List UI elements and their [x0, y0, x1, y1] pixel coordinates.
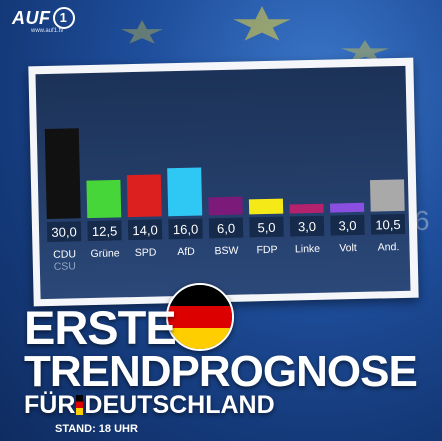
auf1-logo: AUF 1	[12, 7, 75, 29]
value-box-6	[249, 216, 284, 238]
category-label-1-line2: CSU	[54, 260, 76, 272]
headline-line3: FÜR DEUTSCHLAND	[24, 393, 275, 418]
eu-star-decoration	[233, 6, 291, 41]
flag-stripe-gold	[168, 327, 232, 349]
category-label-2: Grüne	[90, 247, 120, 260]
headline-line1: ERSTE	[24, 301, 177, 354]
value-label-1: 30,0	[51, 224, 77, 240]
value-box-5	[208, 217, 244, 239]
bar-1	[44, 128, 81, 220]
value-label-3: 14,0	[132, 222, 158, 238]
side-number: 6	[414, 205, 430, 236]
bar-5	[208, 196, 243, 216]
bar-4	[167, 167, 203, 217]
logo-one-badge: 1	[52, 7, 75, 29]
value-box-1	[46, 221, 82, 243]
value-label-6: 5,0	[257, 220, 275, 235]
bar-2	[86, 179, 122, 219]
logo-url: www.auf1.tv	[31, 28, 64, 34]
mini-flag-icon	[76, 395, 84, 415]
category-label-9: And.	[378, 241, 400, 253]
bar-6	[248, 198, 284, 215]
headline-deutschland: DEUTSCHLAND	[84, 391, 275, 419]
flag-stripe-red	[168, 306, 232, 328]
headline-line2: TRENDPROGNOSE	[24, 347, 418, 396]
flag-stripe-black	[168, 285, 232, 307]
category-label-8: Volt	[339, 242, 357, 254]
bar-7	[289, 203, 324, 214]
category-label-6: FDP	[256, 244, 277, 256]
bar-9	[369, 179, 405, 212]
value-label-5: 6,0	[217, 221, 235, 236]
eu-star-decoration	[120, 20, 164, 44]
value-box-8	[330, 214, 365, 236]
value-box-3	[127, 219, 163, 241]
value-label-2: 12,5	[92, 223, 118, 239]
category-label-3: SPD	[135, 247, 157, 259]
category-label-4: AfD	[177, 246, 195, 258]
value-box-2	[87, 220, 122, 242]
category-label-1: CDU	[53, 248, 76, 261]
category-label-7: Linke	[295, 243, 321, 256]
german-flag-badge	[166, 283, 234, 351]
bar-3	[126, 174, 162, 218]
value-label-8: 3,0	[338, 218, 356, 233]
status-time: STAND: 18 UHR	[55, 423, 138, 435]
logo-text: AUF	[12, 8, 51, 28]
value-box-9	[370, 213, 406, 235]
value-label-7: 3,0	[298, 219, 316, 234]
value-label-9: 10,5	[375, 217, 401, 233]
value-box-4	[168, 218, 203, 240]
bar-8	[330, 202, 365, 213]
value-box-7	[289, 215, 325, 237]
headline-fuer: FÜR	[24, 391, 76, 419]
category-label-5: BSW	[214, 245, 238, 258]
value-label-4: 16,0	[173, 222, 199, 238]
